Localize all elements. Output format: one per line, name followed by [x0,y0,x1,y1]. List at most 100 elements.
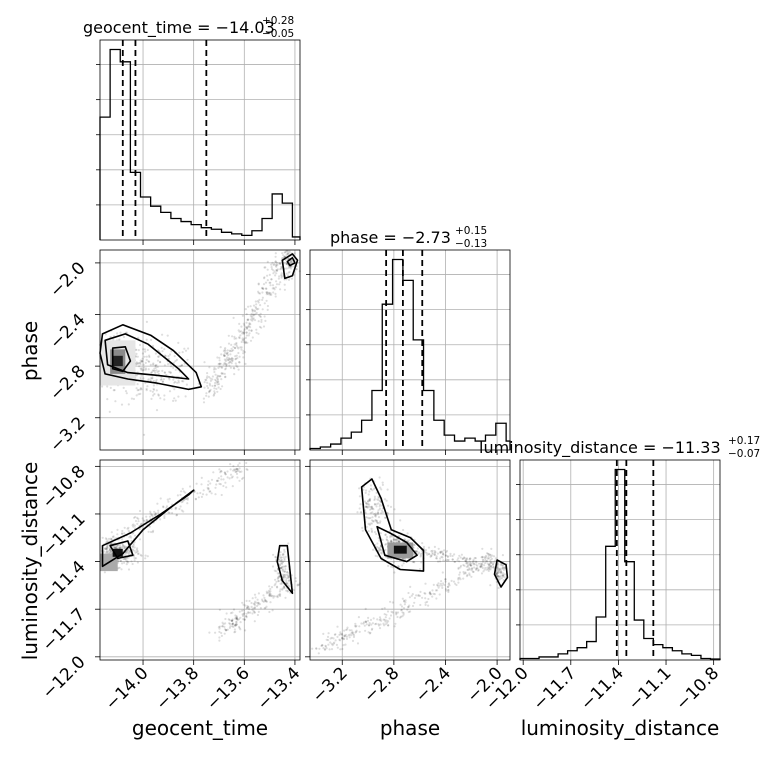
sample-point-phase_vs_geocent_time [224,362,227,365]
sample-point-phase_vs_geocent_time [154,366,157,369]
sample-point-luminosity_distance_vs_phase [336,646,339,649]
sample-point-luminosity_distance_vs_geocent_time [133,557,136,560]
sample-point-luminosity_distance_vs_phase [366,506,369,509]
sample-point-luminosity_distance_vs_phase [408,596,411,599]
sample-point-phase_vs_geocent_time [172,378,175,381]
sample-point-luminosity_distance_vs_geocent_time [104,547,107,550]
sample-point-luminosity_distance_vs_phase [417,593,420,597]
sample-point-luminosity_distance_vs_phase [375,520,378,523]
sample-point-phase_vs_geocent_time [245,331,248,334]
sample-point-luminosity_distance_vs_phase [496,565,499,569]
sample-point-luminosity_distance_vs_geocent_time [251,612,254,615]
sample-point-phase_vs_geocent_time [231,357,234,360]
sample-point-luminosity_distance_vs_phase [501,574,504,577]
sample-point-luminosity_distance_vs_phase [370,505,373,508]
sample-point-phase_vs_geocent_time [224,376,227,379]
sample-point-luminosity_distance_vs_phase [488,553,491,556]
sample-point-luminosity_distance_vs_geocent_time [207,480,210,483]
sample-point-luminosity_distance_vs_geocent_time [224,481,227,484]
sample-point-luminosity_distance_vs_geocent_time [265,600,268,603]
sample-point-luminosity_distance_vs_phase [370,507,373,511]
sample-point-luminosity_distance_vs_phase [375,491,378,494]
sample-point-phase_vs_geocent_time [218,362,221,365]
sample-point-phase_vs_geocent_time [148,355,151,359]
frame-phase_vs_geocent_time [99,249,301,451]
contour-luminosity_distance_vs_geocent_time-3 [109,540,134,560]
sample-point-luminosity_distance_vs_geocent_time [238,462,241,465]
sample-point-phase_vs_geocent_time [216,377,219,380]
sample-point-luminosity_distance_vs_phase [361,529,364,532]
sample-point-luminosity_distance_vs_phase [499,569,502,572]
sample-point-luminosity_distance_vs_phase [421,542,424,545]
sample-point-luminosity_distance_vs_phase [372,617,375,620]
sample-point-luminosity_distance_vs_geocent_time [282,573,285,576]
sample-point-luminosity_distance_vs_phase [464,560,468,563]
sample-point-phase_vs_geocent_time [237,329,240,332]
sample-point-luminosity_distance_vs_phase [475,568,478,571]
sample-point-luminosity_distance_vs_geocent_time [234,622,237,626]
sample-point-luminosity_distance_vs_phase [381,483,384,486]
sample-point-phase_vs_geocent_time [236,346,239,349]
sample-point-phase_vs_geocent_time [291,265,294,268]
sample-point-luminosity_distance_vs_geocent_time [268,593,271,596]
sample-point-luminosity_distance_vs_phase [422,545,426,548]
title-phase-minus: −0.13 [455,238,487,250]
grid-phase_vs_geocent_time [100,250,300,450]
sample-point-luminosity_distance_vs_geocent_time [232,469,235,472]
sample-point-phase_vs_geocent_time [270,263,273,266]
sample-point-phase_vs_geocent_time [208,382,211,385]
sample-point-luminosity_distance_vs_geocent_time [239,628,242,631]
sample-point-luminosity_distance_vs_phase [466,563,470,567]
sample-point-phase_vs_geocent_time [248,332,251,335]
sample-point-luminosity_distance_vs_geocent_time [130,539,133,543]
sample-point-phase_vs_geocent_time [225,363,228,366]
sample-point-phase_vs_geocent_time [257,320,260,323]
sample-point-luminosity_distance_vs_phase [402,613,405,616]
sample-point-luminosity_distance_vs_geocent_time [265,592,268,595]
yticklabel-phase-2: −2.4 [46,310,89,353]
sample-point-luminosity_distance_vs_geocent_time [116,533,119,536]
sample-point-luminosity_distance_vs_phase [484,554,488,558]
sample-point-phase_vs_geocent_time [218,365,221,368]
sample-point-luminosity_distance_vs_phase [339,648,342,651]
sample-point-luminosity_distance_vs_phase [377,624,381,627]
sample-point-phase_vs_geocent_time [127,403,130,406]
sample-point-luminosity_distance_vs_geocent_time [201,493,205,496]
sample-point-luminosity_distance_vs_geocent_time [257,592,260,595]
sample-point-phase_vs_geocent_time [163,394,166,397]
sample-point-luminosity_distance_vs_phase [475,567,478,570]
sample-point-luminosity_distance_vs_phase [407,605,410,609]
sample-point-luminosity_distance_vs_phase [443,583,446,587]
sample-point-luminosity_distance_vs_geocent_time [256,613,259,617]
sample-point-luminosity_distance_vs_phase [472,558,475,561]
sample-point-phase_vs_geocent_time [279,262,282,265]
sample-point-phase_vs_geocent_time [230,357,233,361]
sample-point-phase_vs_geocent_time [240,346,243,349]
sample-point-luminosity_distance_vs_geocent_time [110,550,113,553]
sample-point-luminosity_distance_vs_phase [483,568,486,571]
sample-point-luminosity_distance_vs_geocent_time [280,559,283,562]
sample-point-phase_vs_geocent_time [139,367,142,370]
sample-point-luminosity_distance_vs_geocent_time [220,631,223,635]
sample-point-luminosity_distance_vs_phase [459,578,462,581]
sample-point-luminosity_distance_vs_phase [401,597,404,600]
sample-point-luminosity_distance_vs_geocent_time [168,511,171,514]
sample-point-luminosity_distance_vs_phase [500,562,503,566]
sample-point-luminosity_distance_vs_geocent_time [240,609,243,612]
sample-point-phase_vs_geocent_time [104,333,107,336]
sample-point-phase_vs_geocent_time [219,387,222,391]
sample-point-luminosity_distance_vs_geocent_time [256,598,259,601]
sample-point-luminosity_distance_vs_phase [384,620,387,623]
sample-point-luminosity_distance_vs_phase [462,572,466,575]
sample-point-luminosity_distance_vs_phase [404,599,407,602]
sample-point-phase_vs_geocent_time [141,352,144,355]
sample-point-luminosity_distance_vs_geocent_time [175,513,179,517]
sample-point-phase_vs_geocent_time [272,269,275,272]
sample-point-luminosity_distance_vs_phase [427,552,430,556]
sample-point-luminosity_distance_vs_geocent_time [267,589,270,593]
sample-point-luminosity_distance_vs_phase [431,552,434,556]
sample-point-phase_vs_geocent_time [228,357,231,360]
sample-point-luminosity_distance_vs_phase [358,625,361,628]
sample-point-luminosity_distance_vs_phase [321,644,324,647]
sample-point-luminosity_distance_vs_geocent_time [282,565,285,568]
